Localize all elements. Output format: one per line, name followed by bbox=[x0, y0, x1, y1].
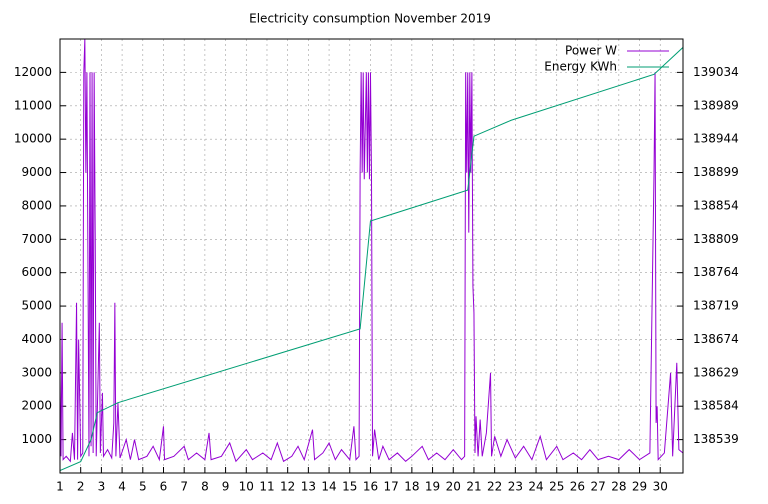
x-tick-label: 13 bbox=[301, 480, 316, 494]
y2-tick-label: 138539 bbox=[693, 432, 739, 446]
y2-tick-label: 138989 bbox=[693, 98, 739, 112]
y-tick-label: 12000 bbox=[14, 65, 52, 79]
x-tick-label: 8 bbox=[201, 480, 209, 494]
y2-tick-label: 138899 bbox=[693, 165, 739, 179]
x-tick-label: 17 bbox=[384, 480, 399, 494]
x-tick-label: 27 bbox=[590, 480, 605, 494]
x-tick-label: 14 bbox=[321, 480, 336, 494]
y2-tick-label: 138674 bbox=[693, 332, 739, 346]
x-tick-label: 25 bbox=[549, 480, 564, 494]
x-tick-label: 16 bbox=[363, 480, 378, 494]
x-tick-label: 30 bbox=[653, 480, 668, 494]
y-tick-label: 4000 bbox=[21, 332, 52, 346]
y2-tick-label: 139034 bbox=[693, 65, 739, 79]
y2-tick-label: 138584 bbox=[693, 399, 739, 413]
x-tick-label: 21 bbox=[466, 480, 481, 494]
x-tick-label: 6 bbox=[160, 480, 168, 494]
y-tick-label: 8000 bbox=[21, 198, 52, 212]
y-tick-label: 1000 bbox=[21, 432, 52, 446]
y2-tick-label: 138629 bbox=[693, 365, 739, 379]
x-tick-label: 1 bbox=[56, 480, 64, 494]
y-tick-label: 5000 bbox=[21, 299, 52, 313]
x-tick-label: 19 bbox=[425, 480, 440, 494]
x-tick-label: 20 bbox=[446, 480, 461, 494]
x-tick-label: 26 bbox=[570, 480, 585, 494]
x-tick-label: 28 bbox=[611, 480, 626, 494]
x-tick-label: 29 bbox=[632, 480, 647, 494]
y-tick-label: 7000 bbox=[21, 232, 52, 246]
x-tick-label: 2 bbox=[77, 480, 85, 494]
x-tick-label: 12 bbox=[280, 480, 295, 494]
legend-label: Power W bbox=[565, 44, 617, 58]
x-tick-label: 4 bbox=[118, 480, 126, 494]
y2-tick-label: 138854 bbox=[693, 198, 739, 212]
series-line bbox=[60, 47, 683, 472]
plot-border bbox=[59, 38, 684, 474]
y-tick-label: 11000 bbox=[14, 98, 52, 112]
x-tick-label: 7 bbox=[180, 480, 188, 494]
y-tick-label: 9000 bbox=[21, 165, 52, 179]
y2-tick-label: 138719 bbox=[693, 299, 739, 313]
x-tick-label: 5 bbox=[139, 480, 147, 494]
y2-tick-label: 138809 bbox=[693, 232, 739, 246]
x-tick-label: 18 bbox=[404, 480, 419, 494]
y2-tick-label: 138944 bbox=[693, 132, 739, 146]
y-tick-label: 10000 bbox=[14, 132, 52, 146]
series-line bbox=[60, 39, 683, 463]
x-tick-label: 3 bbox=[98, 480, 106, 494]
x-tick-label: 9 bbox=[222, 480, 230, 494]
x-tick-label: 10 bbox=[239, 480, 254, 494]
y2-tick-label: 138764 bbox=[693, 265, 739, 279]
x-tick-label: 23 bbox=[508, 480, 523, 494]
chart-title: Electricity consumption November 2019 bbox=[249, 12, 491, 26]
x-tick-label: 22 bbox=[487, 480, 502, 494]
y-tick-label: 6000 bbox=[21, 265, 52, 279]
x-tick-label: 15 bbox=[342, 480, 357, 494]
x-tick-label: 24 bbox=[528, 480, 543, 494]
legend-label: Energy KWh bbox=[544, 60, 617, 74]
y-tick-label: 3000 bbox=[21, 365, 52, 379]
x-tick-label: 11 bbox=[259, 480, 274, 494]
y-tick-label: 2000 bbox=[21, 399, 52, 413]
